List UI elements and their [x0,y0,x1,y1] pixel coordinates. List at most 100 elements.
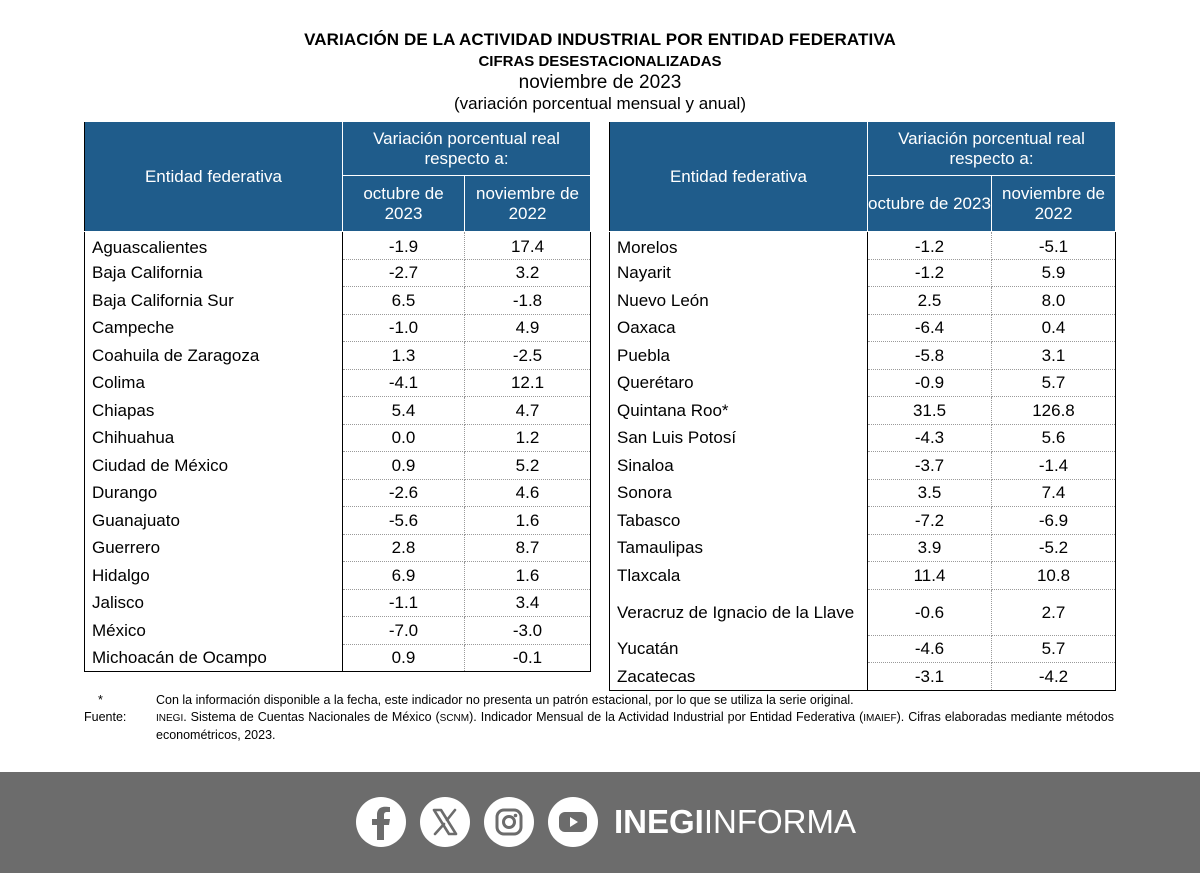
nov-2022-value-cell: 10.8 [991,561,1116,590]
table-row: México -7.0 -3.0 [84,616,591,645]
oct-2023-value-cell: 3.5 [867,479,992,507]
oct-2023-value-cell: 31.5 [867,396,992,425]
table-right: Entidad federativa Variación porcentual … [609,121,1116,691]
oct-2023-value-cell: -2.6 [342,479,465,507]
table-right-body: Morelos -1.2 -5.1 Nayarit -1.2 5.9 Nuevo León 2… [609,231,1116,690]
entity-name-cell: Tlaxcala [609,561,868,589]
entity-name-cell: Tamaulipas [609,534,868,562]
entity-name-cell: Coahuila de Zaragoza [84,341,343,369]
youtube-icon[interactable] [548,797,598,847]
source-text-2: ). Indicador Mensual de la Actividad Ind… [469,710,864,724]
nov-2022-value-cell: -3.0 [464,616,591,645]
oct-2023-value-cell: -1.2 [867,259,992,287]
oct-2023-value-cell: 1.3 [342,341,465,370]
table-row: Chiapas 5.4 4.7 [84,396,591,425]
header-variation: Variación porcentual real respecto a: [867,121,1116,176]
table-left: Entidad federativa Variación porcentual … [84,121,591,672]
table-row: Tlaxcala 11.4 10.8 [609,561,1116,590]
nov-2022-value-cell: 5.2 [464,451,591,480]
header-variation: Variación porcentual real respecto a: [342,121,591,176]
nov-2022-value-cell: -6.9 [991,506,1116,535]
footnote-star: * Con la información disponible a la fec… [84,692,1114,709]
table-row: Quintana Roo* 31.5 126.8 [609,396,1116,425]
table-row: Zacatecas -3.1 -4.2 [609,662,1116,690]
header-oct-2023: octubre de 2023 [867,175,992,232]
table-row: Tamaulipas 3.9 -5.2 [609,534,1116,562]
entity-name-cell: Ciudad de México [84,451,343,479]
oct-2023-value-cell: 11.4 [867,561,992,590]
report-title: VARIACIÓN DE LA ACTIVIDAD INDUSTRIAL POR… [304,30,896,49]
oct-2023-value-cell: 6.9 [342,561,465,590]
oct-2023-value-cell: 0.9 [342,451,465,480]
oct-2023-value-cell: -4.3 [867,424,992,452]
table-row: San Luis Potosí -4.3 5.6 [609,424,1116,452]
nov-2022-value-cell: 2.7 [991,589,1116,636]
entity-name-cell: Oaxaca [609,314,868,342]
entity-name-cell: Baja California Sur [84,286,343,314]
nov-2022-value-cell: 1.6 [464,561,591,590]
table-row: Puebla -5.8 3.1 [609,341,1116,370]
entity-name-cell: Yucatán [609,635,868,663]
table-row: Colima -4.1 12.1 [84,369,591,397]
header-entity: Entidad federativa [609,121,868,232]
entity-name-cell: Jalisco [84,589,343,617]
table-row: Veracruz de Ignacio de la Llave -0.6 2.7 [609,589,1116,636]
nov-2022-value-cell: 5.7 [991,635,1116,663]
entity-name-cell: Sinaloa [609,451,868,479]
header-oct-2023: octubre de 2023 [342,175,465,232]
table-row: Guanajuato -5.6 1.6 [84,506,591,535]
oct-2023-value-cell: 0.0 [342,424,465,452]
oct-2023-value-cell: -0.9 [867,369,992,397]
table-row: Durango -2.6 4.6 [84,479,591,507]
entity-name-cell: Tabasco [609,506,868,534]
nov-2022-value-cell: 5.9 [991,259,1116,287]
nov-2022-value-cell: 17.4 [464,231,591,260]
table-row: Chihuahua 0.0 1.2 [84,424,591,452]
table-row: Hidalgo 6.9 1.6 [84,561,591,590]
oct-2023-value-cell: 2.5 [867,286,992,315]
entity-name-cell: Michoacán de Ocampo [84,644,343,672]
footnotes: * Con la información disponible a la fec… [84,692,1114,744]
oct-2023-value-cell: -0.6 [867,589,992,636]
oct-2023-value-cell: -4.6 [867,635,992,663]
source-text-1: . Sistema de Cuentas Nacionales de Méxic… [183,710,440,724]
source-abbr-scnm: SCNM [439,713,470,724]
brand-inegi: INEGI [614,803,704,840]
social-footer: INEGIINFORMA [0,772,1200,873]
instagram-icon[interactable] [484,797,534,847]
oct-2023-value-cell: 0.9 [342,644,465,672]
nov-2022-value-cell: 4.6 [464,479,591,507]
nov-2022-value-cell: 1.2 [464,424,591,452]
source-abbr-imaief: IMAIEF [863,713,897,724]
entity-name-cell: Guerrero [84,534,343,562]
table-row: Baja California Sur 6.5 -1.8 [84,286,591,315]
x-icon[interactable] [420,797,470,847]
entity-name-cell: Quintana Roo* [609,396,868,424]
facebook-icon[interactable] [356,797,406,847]
entity-name-cell: Puebla [609,341,868,369]
oct-2023-value-cell: -1.2 [867,231,992,260]
brand-informa: INFORMA [703,803,857,840]
entity-name-cell: México [84,616,343,644]
social-icons [356,797,598,847]
footnote-source-key: Fuente: [84,710,127,724]
entity-name-cell: Chihuahua [84,424,343,452]
oct-2023-value-cell: -2.7 [342,259,465,287]
table-row: Coahuila de Zaragoza 1.3 -2.5 [84,341,591,370]
report-header: VARIACIÓN DE LA ACTIVIDAD INDUSTRIAL POR… [0,28,1200,114]
report-subtitle: CIFRAS DESESTACIONALIZADAS [478,53,722,70]
nov-2022-value-cell: 3.4 [464,589,591,617]
oct-2023-value-cell: -3.7 [867,451,992,480]
table-row: Baja California -2.7 3.2 [84,259,591,287]
entity-name-cell: Sonora [609,479,868,507]
table-left-body: Aguascalientes -1.9 17.4 Baja California -2.… [84,231,591,672]
oct-2023-value-cell: -5.6 [342,506,465,535]
nov-2022-value-cell: -1.4 [991,451,1116,480]
oct-2023-value-cell: -1.9 [342,231,465,260]
source-org: INEGI [156,713,184,724]
nov-2022-value-cell: 8.0 [991,286,1116,315]
table-row: Aguascalientes -1.9 17.4 [84,231,591,260]
entity-name-cell: Baja California [84,259,343,287]
table-row: Nayarit -1.2 5.9 [609,259,1116,287]
inegi-informa-logo: INEGIINFORMA [614,803,856,841]
